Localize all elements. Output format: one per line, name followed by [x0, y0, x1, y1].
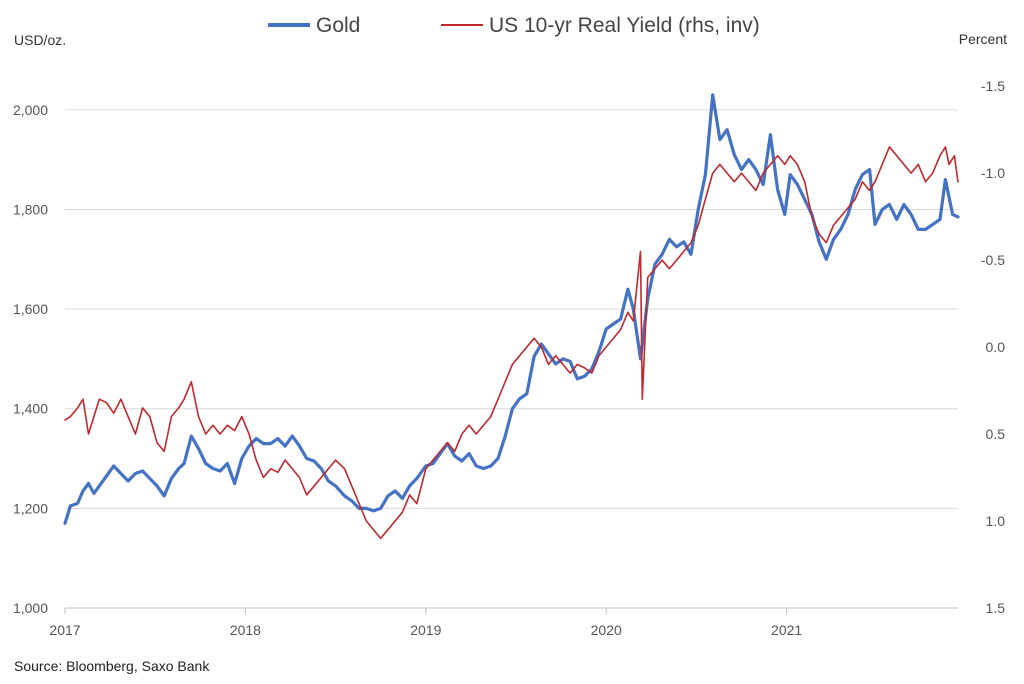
right-tick-label: -1.5	[981, 78, 1005, 94]
x-tick-label: 2017	[49, 622, 80, 638]
left-tick-label: 2,000	[13, 102, 48, 118]
gridlines	[65, 109, 958, 509]
x-tick-label: 2020	[591, 622, 622, 638]
real-yield-line	[64, 146, 959, 540]
x-tick-label: 2019	[410, 622, 441, 638]
left-tick-label: 1,800	[13, 201, 48, 217]
left-tick-label: 1,600	[13, 301, 48, 317]
right-tick-label: -1.0	[981, 165, 1005, 181]
right-tick-label: -0.5	[981, 252, 1005, 268]
x-tick-label: 2021	[771, 622, 802, 638]
left-tick-label: 1,000	[13, 600, 48, 616]
right-tick-label: 1.0	[986, 513, 1006, 529]
source-note: Source: Bloomberg, Saxo Bank	[14, 658, 210, 674]
right-tick-label: 0.5	[986, 426, 1006, 442]
right-tick-label: 0.0	[986, 339, 1006, 355]
right-tick-label: 1.5	[986, 600, 1006, 616]
left-axis-title: USD/oz.	[14, 32, 66, 48]
series	[63, 93, 960, 540]
axes: 1,000 1,200 1,400 1,600 1,800 2,000 -1.5 -1.0 -0…	[13, 78, 1005, 638]
left-tick-label: 1,400	[13, 401, 48, 417]
legend: Gold US 10-yr Real Yield (rhs, inv)	[268, 14, 760, 37]
right-axis-title: Percent	[959, 31, 1007, 47]
legend-label-real-yield: US 10-yr Real Yield (rhs, inv)	[489, 14, 760, 37]
left-tick-label: 1,200	[13, 500, 48, 516]
legend-label-gold: Gold	[316, 14, 360, 37]
x-tick-label: 2018	[230, 622, 261, 638]
